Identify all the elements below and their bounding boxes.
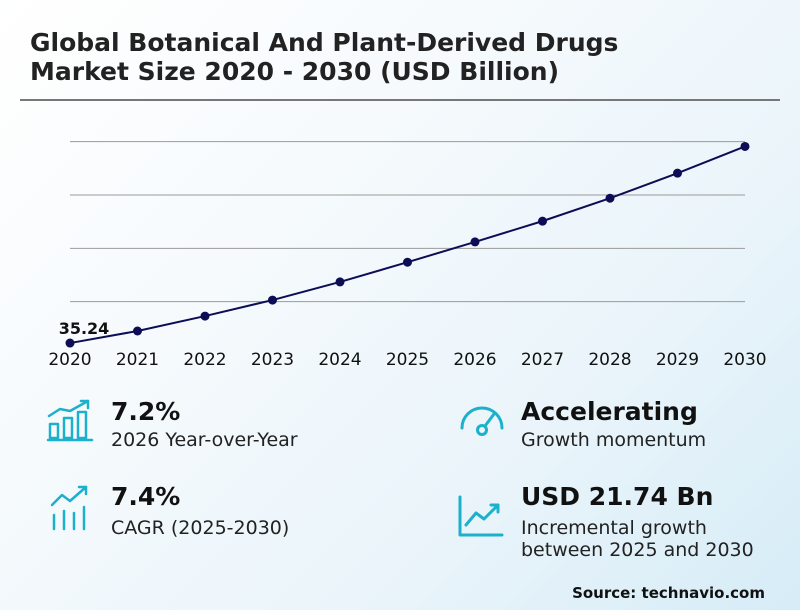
data-point-2028 [605,193,615,203]
data-point-2024 [335,277,345,287]
title-line-2: Market Size 2020 - 2030 (USD Billion) [30,57,559,86]
x-tick-label-2026: 2026 [453,350,496,370]
stat-momentum-value: Accelerating [521,397,698,426]
market-size-line-chart: 2020 2021 2022 2023 2024 2025 2026 2027 2028 2029… [48,141,767,370]
x-tick-label-2020: 2020 [48,350,91,370]
title-line-1: Global Botanical And Plant-Derived Drugs [30,28,619,57]
x-tick-label-2028: 2028 [588,350,631,370]
data-point-2022 [200,311,210,321]
x-tick-label-2027: 2027 [521,350,564,370]
stat-incremental-value: USD 21.74 Bn [521,482,714,511]
trend-line-chart-icon [458,495,504,537]
speedometer-icon [460,406,504,436]
data-point-2023 [268,295,277,305]
x-tick-label-2030: 2030 [723,350,766,370]
x-tick-label-2024: 2024 [318,350,361,370]
data-point-2020 [65,338,75,348]
bar-chart-growth-icon [46,399,94,442]
data-label-2020: 35.24 [59,319,110,338]
x-tick-label-2022: 2022 [183,350,226,370]
data-point-2025 [403,257,412,267]
series-line [69,145,746,345]
stat-incremental-label-2: between 2025 and 2030 [521,539,754,561]
title-divider [20,99,780,101]
stat-cagr-value: 7.4% [111,482,181,511]
page-title: Global Botanical And Plant-Derived Drugs… [30,28,770,86]
x-tick-label-2021: 2021 [116,350,159,370]
stat-momentum-label: Growth momentum [521,429,707,451]
data-point-2030 [740,141,750,151]
data-point-2027 [538,216,547,226]
stat-yoy-label: 2026 Year-over-Year [111,429,298,451]
stat-yoy-value: 7.2% [111,397,181,426]
stat-incremental-label-1: Incremental growth [521,517,707,539]
data-point-2029 [673,168,682,178]
x-tick-label-2023: 2023 [251,350,294,370]
data-point-2021 [133,326,142,336]
data-point-2026 [470,237,480,247]
source-credit: Source: technavio.com [572,584,765,602]
trend-bars-icon [50,485,88,531]
stat-cagr-label: CAGR (2025-2030) [111,517,290,539]
x-tick-label-2025: 2025 [386,350,429,370]
x-tick-label-2029: 2029 [656,350,699,370]
